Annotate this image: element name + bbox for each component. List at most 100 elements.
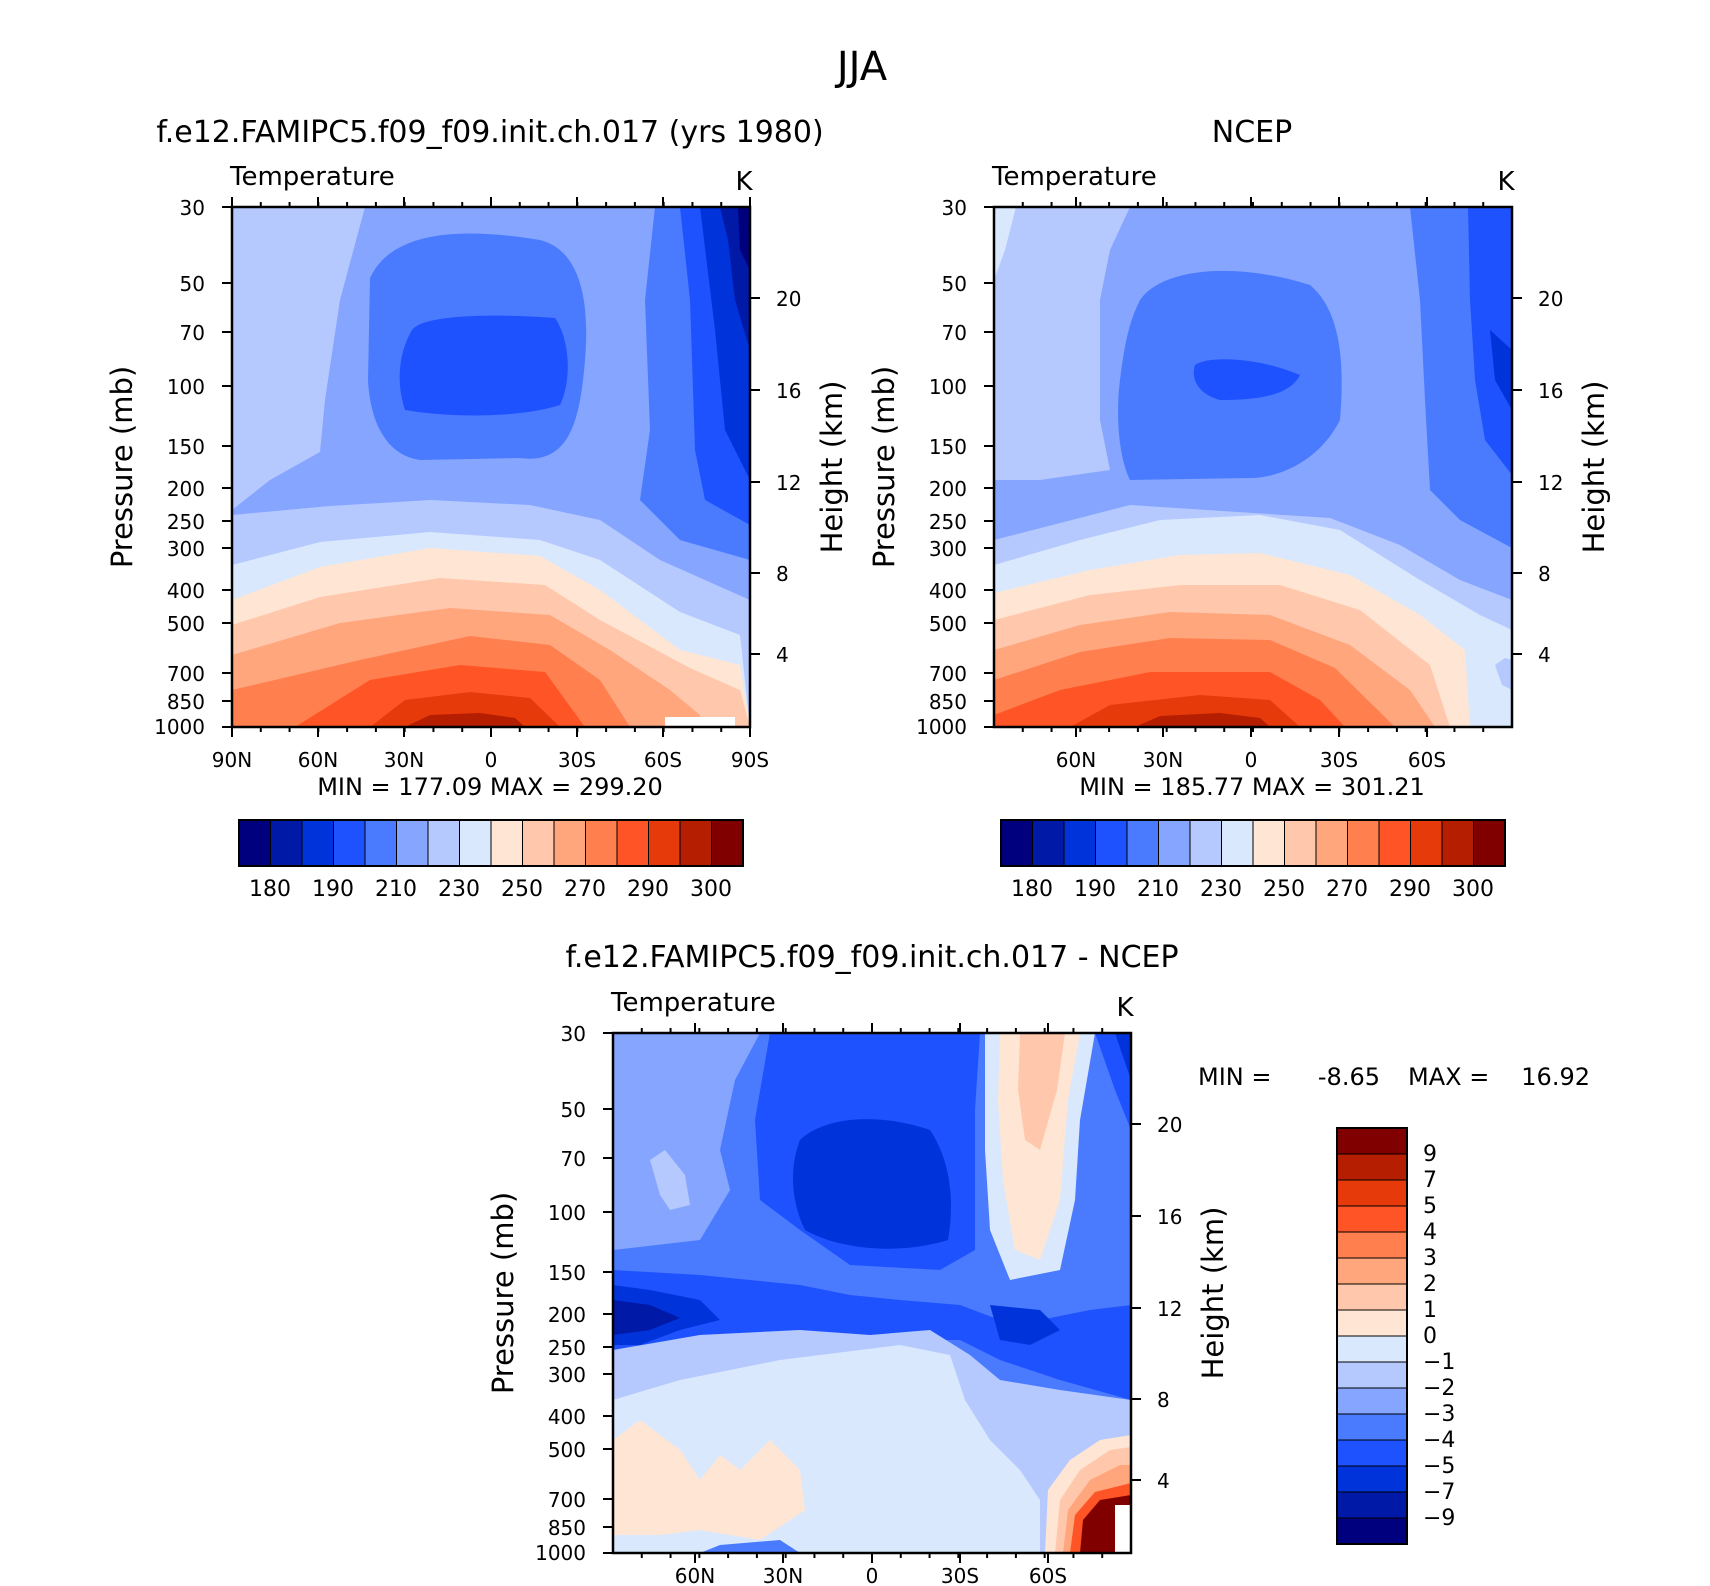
- pressure-tick-label: 300: [167, 537, 205, 561]
- lat-tick-label: 0: [866, 1564, 879, 1586]
- colorbar-model-swatch: [711, 819, 744, 867]
- colorbar-model-swatch: [396, 819, 429, 867]
- pressure-tick-label: 150: [929, 435, 967, 459]
- pressure-tick-label: 150: [167, 435, 205, 459]
- height-tick-label: 4: [1157, 1469, 1170, 1493]
- diff-fill-s-warm-col-9: [1018, 1033, 1065, 1150]
- diff-fill-west-light: [613, 1033, 760, 1250]
- model-fill-coldest-core: [399, 315, 568, 416]
- height-tick-label: 8: [776, 562, 789, 586]
- colorbar-obs-label: 190: [1074, 877, 1116, 902]
- pressure-tick-label: 1000: [535, 1541, 586, 1565]
- colorbar-diff-swatch: [1336, 1127, 1408, 1155]
- obs-fill-2: [1490, 330, 1512, 410]
- colorbar-obs-swatch: [1221, 819, 1254, 867]
- lat-tick-label: 60N: [675, 1564, 715, 1586]
- diff-fill-tropics-colder: [793, 1119, 951, 1249]
- obs-fill-8b: [1495, 658, 1512, 690]
- colorbar-obs-label: 180: [1011, 877, 1053, 902]
- colorbar-diff-swatch: [1336, 1231, 1408, 1259]
- colorbar-diff-label: 5: [1423, 1194, 1437, 1219]
- panel-model-height-axis: 20 16 12 8 4: [776, 287, 801, 667]
- lat-tick-label: 30N: [1143, 748, 1183, 772]
- diff-fill-se-missing: [1115, 1505, 1131, 1553]
- colorbar-model-label: 180: [249, 877, 291, 902]
- colorbar-diff-swatch: [1336, 1361, 1408, 1389]
- diff-fill-west-patch: [650, 1150, 690, 1210]
- panel-model-title: f.e12.FAMIPC5.f09_f09.init.ch.017 (yrs 1…: [156, 115, 823, 150]
- colorbar-diff-label: −3: [1423, 1402, 1455, 1427]
- panel-obs-ylabel: Pressure (mb): [867, 366, 901, 568]
- diff-fill-lower-warm: [613, 1420, 805, 1540]
- model-fill-missing: [665, 717, 735, 727]
- panel-diff-variable: Temperature: [610, 988, 776, 1018]
- colorbar-obs-swatch: [1126, 819, 1159, 867]
- colorbar-obs-swatch: [1347, 819, 1380, 867]
- colorbar-model-swatch: [301, 819, 334, 867]
- obs-fill-7: [994, 207, 1016, 280]
- panel-obs-lat-axis: 60N 30N 0 30S 60S: [1056, 748, 1446, 772]
- colorbar-diff-label: 1: [1423, 1298, 1437, 1323]
- colorbar-diff-swatch: [1336, 1153, 1408, 1181]
- panel-diff-pressure-axis: 30 50 70 100 150 200 250 300 400 500 700…: [535, 1022, 586, 1565]
- diff-max-value: 16.92: [1521, 1063, 1590, 1091]
- colorbar-diff-swatch: [1336, 1413, 1408, 1441]
- height-tick-label: 12: [1538, 471, 1563, 495]
- colorbar-diff-swatch: [1336, 1517, 1408, 1545]
- panel-model-contours: [232, 207, 750, 727]
- panel-obs-y2label: Height (km): [1577, 381, 1611, 554]
- colorbar-model: 180 190 210 230 250 270 290 300: [238, 819, 744, 902]
- page-title: JJA: [834, 44, 888, 90]
- height-tick-label: 20: [1538, 287, 1563, 311]
- panel-obs-pressure-axis: 30 50 70 100 150 200 250 300 400 500 700…: [916, 196, 967, 739]
- colorbar-diff-label: −4: [1423, 1428, 1455, 1453]
- colorbar-diff-swatch: [1336, 1257, 1408, 1285]
- pressure-tick-label: 500: [548, 1438, 586, 1462]
- colorbar-diff-swatch: [1336, 1387, 1408, 1415]
- height-tick-label: 20: [1157, 1113, 1182, 1137]
- panel-obs-variable: Temperature: [991, 162, 1157, 192]
- colorbar-model-swatch: [270, 819, 303, 867]
- colorbar-diff-swatch: [1336, 1205, 1408, 1233]
- pressure-tick-label: 70: [180, 321, 205, 345]
- panel-model-y2label: Height (km): [815, 381, 849, 554]
- colorbar-diff-label: −1: [1423, 1350, 1455, 1375]
- panel-diff-contours: [613, 1033, 1131, 1553]
- pressure-tick-label: 400: [548, 1405, 586, 1429]
- colorbar-diff-label: −5: [1423, 1454, 1455, 1479]
- panel-diff-units: K: [1116, 993, 1134, 1023]
- diff-min-value: -8.65: [1318, 1063, 1380, 1091]
- pressure-tick-label: 500: [167, 612, 205, 636]
- lat-tick-label: 30N: [384, 748, 424, 772]
- panel-diff: f.e12.FAMIPC5.f09_f09.init.ch.017 - NCEP…: [486, 940, 1590, 1586]
- pressure-tick-label: 70: [561, 1147, 586, 1171]
- colorbar-model-swatch: [459, 819, 492, 867]
- colorbar-model-swatch: [585, 819, 618, 867]
- colorbar-obs-swatch: [1410, 819, 1443, 867]
- pressure-tick-label: 100: [167, 375, 205, 399]
- panel-model-lat-axis: 90N 60N 30N 0 30S 60S 90S: [212, 748, 769, 772]
- height-tick-label: 12: [1157, 1297, 1182, 1321]
- colorbar-diff-swatch: [1336, 1283, 1408, 1311]
- height-tick-label: 4: [1538, 643, 1551, 667]
- lat-tick-label: 90N: [212, 748, 252, 772]
- colorbar-diff-label: −9: [1423, 1506, 1455, 1531]
- colorbar-model-swatch: [522, 819, 555, 867]
- height-tick-label: 12: [776, 471, 801, 495]
- panel-obs-units: K: [1497, 167, 1515, 197]
- colorbar-obs-swatch: [1284, 819, 1317, 867]
- pressure-tick-label: 100: [548, 1201, 586, 1225]
- axis-ticks: [222, 197, 1522, 1563]
- diff-fill-s-cold-edge-2: [1115, 1033, 1131, 1080]
- pressure-tick-label: 300: [929, 537, 967, 561]
- pressure-tick-label: 30: [561, 1022, 586, 1046]
- pressure-tick-label: 700: [929, 662, 967, 686]
- model-fill-0: [738, 207, 750, 270]
- panel-model-ylabel: Pressure (mb): [105, 366, 139, 568]
- colorbar-obs-swatch: [1063, 819, 1096, 867]
- obs-fill-3: [1468, 207, 1512, 475]
- height-tick-label: 20: [776, 287, 801, 311]
- colorbar-obs-label: 250: [1263, 877, 1305, 902]
- colorbar-diff-label: 9: [1423, 1142, 1437, 1167]
- panel-model: f.e12.FAMIPC5.f09_f09.init.ch.017 (yrs 1…: [105, 115, 849, 902]
